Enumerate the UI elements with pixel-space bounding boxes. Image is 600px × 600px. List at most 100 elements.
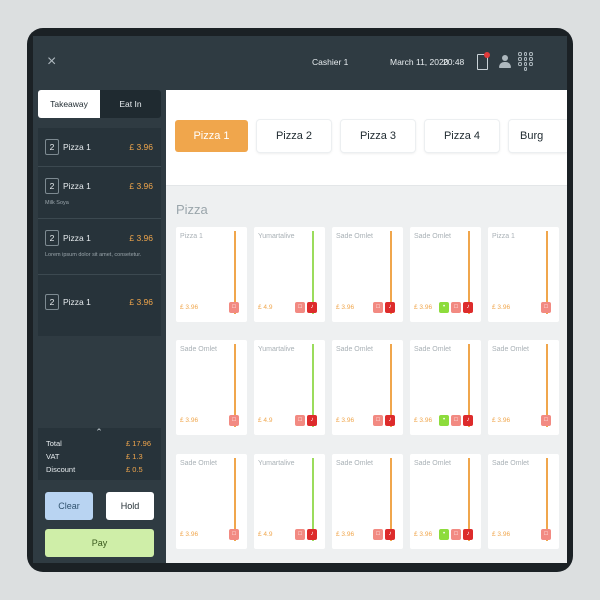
- item-price: £ 3.96: [129, 233, 153, 243]
- product-name: Yumartalive: [258, 460, 295, 467]
- menu-panel: Pizza 1 Pizza 2 Pizza 3 Pizza 4 Burg Piz…: [166, 90, 567, 563]
- divider: [38, 218, 161, 219]
- item-quantity[interactable]: 2: [45, 139, 59, 155]
- spicy-icon: ♪: [463, 302, 473, 313]
- product-price: £ 3.96: [336, 417, 355, 424]
- product-card[interactable]: Sade Omlet £ 3.96 • □ ♪: [410, 340, 481, 435]
- product-card[interactable]: Yumartalive £ 4.9 □ ♪: [254, 340, 325, 435]
- product-card[interactable]: Sade Omlet £ 3.96 □ ♪: [332, 227, 403, 322]
- product-name: Sade Omlet: [336, 233, 373, 240]
- discount-value: £ 0.5: [126, 465, 143, 474]
- product-tags: □ ♪: [373, 415, 395, 426]
- order-list: 2 Pizza 1 £ 3.96 2 Pizza 1 £ 3.96 Milk S…: [38, 128, 161, 336]
- product-name: Sade Omlet: [414, 233, 451, 240]
- vegan-icon: •: [439, 302, 449, 313]
- category-color-bar: [312, 458, 314, 541]
- item-quantity[interactable]: 2: [45, 230, 59, 246]
- total-row: Total £ 17.96: [38, 439, 161, 450]
- allergen-icon: □: [373, 302, 383, 313]
- spicy-icon: ♪: [463, 415, 473, 426]
- order-type-tabs: Takeaway Eat In: [38, 90, 161, 118]
- product-card[interactable]: Sade Omlet £ 3.96 □: [488, 454, 559, 549]
- product-tags: □ ♪: [373, 529, 395, 540]
- category-tab[interactable]: Pizza 1: [175, 120, 248, 152]
- product-tags: □ ♪: [295, 302, 317, 313]
- category-color-bar: [468, 344, 470, 427]
- top-bar: × Cashier 1 March 11, 2020 20:48: [33, 36, 567, 90]
- category-tab[interactable]: Burg: [509, 120, 567, 152]
- keypad-icon[interactable]: [518, 52, 533, 71]
- item-name: Pizza 1: [63, 297, 91, 307]
- product-price: £ 4.9: [258, 417, 273, 424]
- item-price: £ 3.96: [129, 297, 153, 307]
- product-card[interactable]: Pizza 1 £ 3.96 □: [488, 227, 559, 322]
- product-name: Sade Omlet: [180, 460, 217, 467]
- product-price: £ 3.96: [336, 531, 355, 538]
- category-tab[interactable]: Pizza 4: [425, 120, 499, 152]
- item-quantity[interactable]: 2: [45, 294, 59, 310]
- product-tags: • □ ♪: [439, 302, 473, 313]
- product-card[interactable]: Sade Omlet £ 3.96 □: [176, 340, 247, 435]
- tab-eat-in[interactable]: Eat In: [100, 90, 161, 118]
- discount-row: Discount £ 0.5: [38, 465, 161, 476]
- product-card[interactable]: Yumartalive £ 4.9 □ ♪: [254, 454, 325, 549]
- category-color-bar: [546, 458, 548, 541]
- product-name: Pizza 1: [180, 233, 203, 240]
- product-card[interactable]: Pizza 1 £ 3.96 □: [176, 227, 247, 322]
- category-color-bar: [390, 231, 392, 314]
- product-grid: Pizza Pizza 1 £ 3.96 □ Yumartalive £ 4.9 □ ♪ Sa…: [166, 187, 567, 563]
- vat-value: £ 1.3: [126, 452, 143, 461]
- product-card[interactable]: Sade Omlet £ 3.96 • □ ♪: [410, 227, 481, 322]
- product-card[interactable]: Sade Omlet £ 3.96 • □ ♪: [410, 454, 481, 549]
- chevron-up-icon[interactable]: ⌃: [95, 427, 103, 437]
- product-card[interactable]: Sade Omlet £ 3.96 □: [176, 454, 247, 549]
- item-quantity[interactable]: 2: [45, 178, 59, 194]
- category-tab[interactable]: Pizza 3: [341, 120, 415, 152]
- item-price: £ 3.96: [129, 142, 153, 152]
- product-card[interactable]: Yumartalive £ 4.9 □ ♪: [254, 227, 325, 322]
- vegan-icon: •: [439, 415, 449, 426]
- user-icon[interactable]: [499, 55, 511, 69]
- product-card[interactable]: Sade Omlet £ 3.96 □: [488, 340, 559, 435]
- allergen-icon: □: [295, 302, 305, 313]
- product-name: Pizza 1: [492, 233, 515, 240]
- total-value: £ 17.96: [126, 439, 152, 448]
- tab-takeaway[interactable]: Takeaway: [38, 90, 100, 118]
- product-card[interactable]: Sade Omlet £ 3.96 □ ♪: [332, 340, 403, 435]
- product-name: Sade Omlet: [414, 460, 451, 467]
- allergen-icon: □: [451, 302, 461, 313]
- product-tags: □: [541, 415, 551, 426]
- category-tab[interactable]: Pizza 2: [257, 120, 331, 152]
- category-color-bar: [468, 231, 470, 314]
- product-tags: □ ♪: [373, 302, 395, 313]
- product-tags: □: [229, 529, 239, 540]
- category-color-bar: [468, 458, 470, 541]
- clear-button[interactable]: Clear: [45, 492, 93, 520]
- close-icon[interactable]: ×: [47, 53, 57, 70]
- product-name: Sade Omlet: [492, 346, 529, 353]
- pay-button[interactable]: Pay: [45, 529, 154, 557]
- spicy-icon: ♪: [307, 415, 317, 426]
- spicy-icon: ♪: [307, 529, 317, 540]
- category-color-bar: [312, 344, 314, 427]
- product-price: £ 3.96: [492, 531, 511, 538]
- item-name: Pizza 1: [63, 233, 91, 243]
- hold-button[interactable]: Hold: [106, 492, 154, 520]
- notification-dot: [484, 52, 490, 58]
- divider: [38, 274, 161, 275]
- allergen-icon: □: [541, 415, 551, 426]
- total-label: Total: [46, 439, 62, 448]
- receipt-icon[interactable]: [477, 54, 488, 70]
- product-price: £ 3.96: [180, 417, 199, 424]
- category-color-bar: [312, 231, 314, 314]
- item-note: Milk Soya: [45, 200, 69, 206]
- divider: [38, 166, 161, 167]
- product-name: Sade Omlet: [414, 346, 451, 353]
- product-name: Sade Omlet: [180, 346, 217, 353]
- order-panel: Takeaway Eat In 2 Pizza 1 £ 3.96 2 Pizza…: [33, 90, 166, 563]
- category-color-bar: [234, 231, 236, 314]
- product-card[interactable]: Sade Omlet £ 3.96 □ ♪: [332, 454, 403, 549]
- category-color-bar: [390, 344, 392, 427]
- allergen-icon: □: [541, 529, 551, 540]
- product-tags: • □ ♪: [439, 529, 473, 540]
